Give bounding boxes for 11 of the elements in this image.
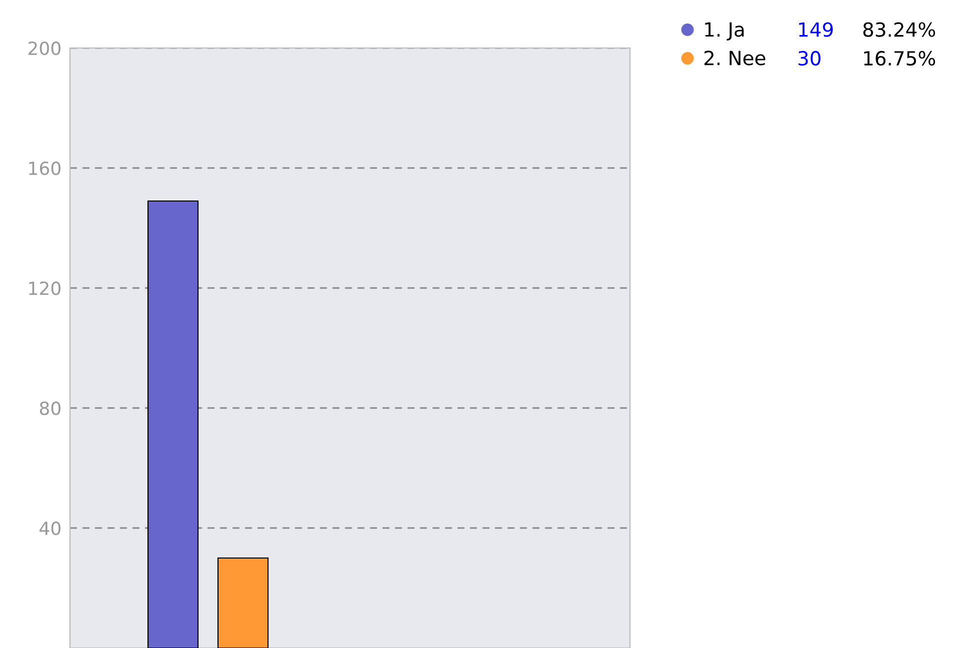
y-tick-label: 40	[40, 521, 60, 536]
y-tick-label: 120	[29, 281, 60, 296]
y-tick-label: 160	[29, 161, 60, 176]
text: 16.75%	[864, 50, 936, 66]
legend-label: 1. Ja	[705, 22, 744, 40]
y-tick-label: 200	[28, 41, 60, 56]
text: 83.24%	[863, 22, 936, 37]
legend-label: 2. Nee	[704, 50, 766, 66]
y-tick-label: 80	[40, 401, 60, 416]
text: 30	[798, 50, 820, 66]
text: 149	[799, 22, 833, 37]
